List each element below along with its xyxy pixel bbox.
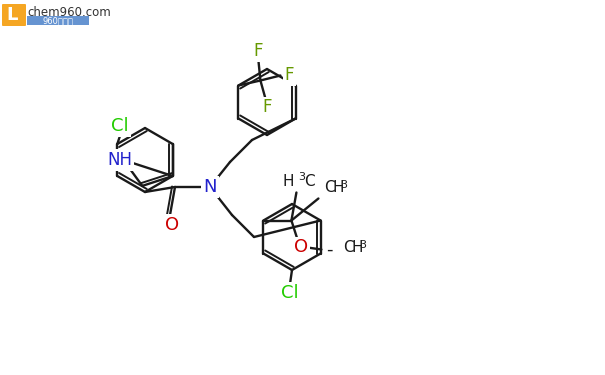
Text: chem960.com: chem960.com [27,6,111,18]
Text: -: - [326,240,333,258]
Text: H: H [352,240,363,255]
Text: O: O [165,216,179,234]
Text: L: L [6,6,18,24]
Text: C: C [344,240,354,255]
Text: F: F [253,42,263,60]
Text: NH: NH [107,151,132,169]
FancyBboxPatch shape [2,4,26,26]
Text: C: C [304,174,315,189]
FancyBboxPatch shape [27,16,89,25]
Text: 3: 3 [341,180,347,190]
Text: 3: 3 [298,171,306,182]
Text: F: F [263,99,272,117]
Text: Cl: Cl [281,284,299,302]
Text: F: F [285,66,294,84]
Text: Cl: Cl [111,117,129,135]
Text: 960化工网: 960化工网 [42,16,73,25]
Text: N: N [203,178,217,196]
Text: C: C [324,180,335,195]
Text: 3: 3 [359,240,367,250]
Text: H: H [332,180,344,195]
Text: H: H [283,174,295,189]
Text: O: O [295,238,309,256]
